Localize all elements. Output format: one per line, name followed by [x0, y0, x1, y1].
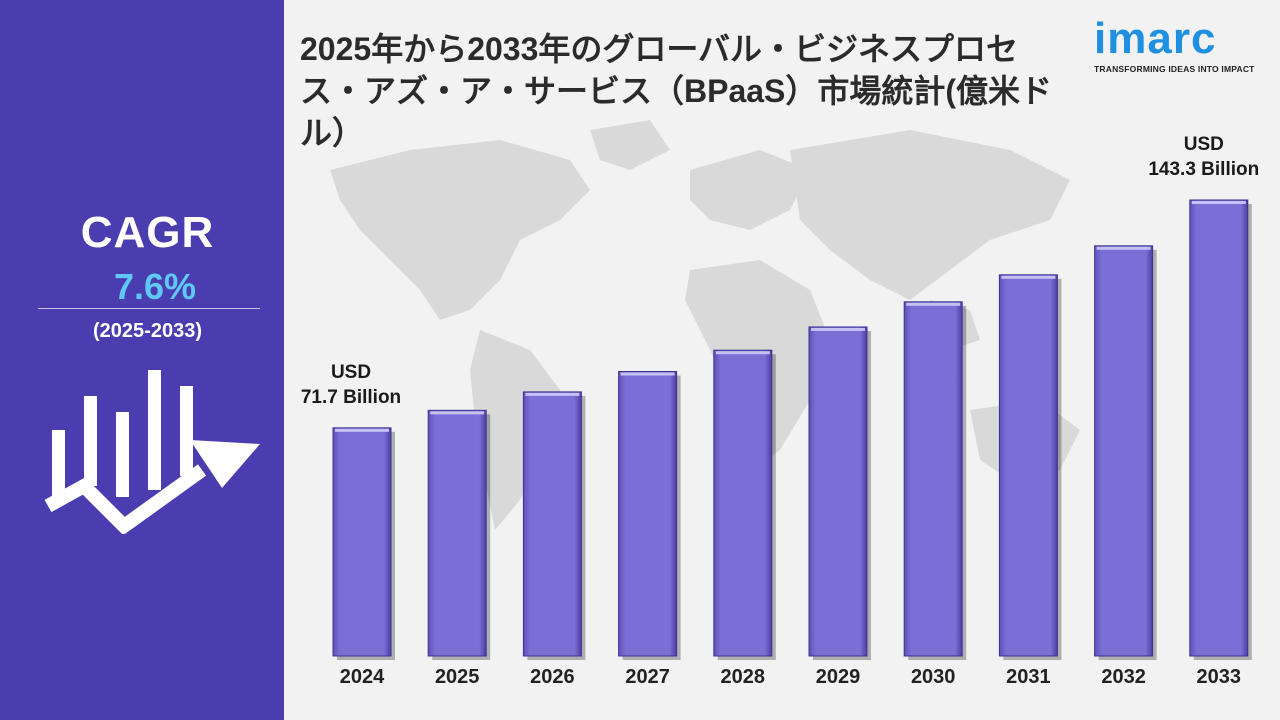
- x-tick-label-2026: 2026: [530, 666, 575, 688]
- bar-2033: [1189, 199, 1249, 657]
- bar-highlight-2033: [1191, 201, 1246, 204]
- growth-chart-icon: [44, 370, 260, 534]
- bar-2027: [618, 371, 678, 657]
- data-label-2033-line-2: 143.3 Billion: [1148, 159, 1259, 180]
- x-tick-label-2028: 2028: [721, 666, 766, 688]
- cagr-label: CAGR: [80, 208, 215, 257]
- bar-highlight-2027: [620, 372, 675, 376]
- data-label-2024-line-1: USD: [331, 362, 371, 383]
- cagr-value: 7.6%: [113, 266, 197, 307]
- bar-highlight-2030: [906, 302, 961, 306]
- data-label-2033-line-1: USD: [1184, 134, 1224, 155]
- bar-2024: [332, 427, 392, 657]
- logo-tagline: TRANSFORMING IDEAS INTO IMPACT: [1094, 64, 1255, 74]
- bar-2026: [522, 391, 582, 657]
- x-tick-label-2033: 2033: [1197, 666, 1242, 688]
- imarc-logo: imarc TRANSFORMING IDEAS INTO IMPACT: [1094, 14, 1264, 74]
- bar-highlight-2031: [1001, 275, 1056, 279]
- bar-2030: [903, 301, 963, 657]
- bar-2028: [713, 349, 773, 657]
- bar-highlight-2024: [335, 428, 389, 432]
- x-tick-label-2030: 2030: [911, 666, 956, 688]
- x-tick-label-2029: 2029: [816, 666, 861, 688]
- x-tick-label-2024: 2024: [340, 666, 385, 688]
- cagr-period: (2025-2033): [93, 320, 202, 342]
- x-tick-label-2027: 2027: [625, 666, 670, 688]
- logo-wordmark: imarc: [1094, 14, 1217, 63]
- left-panel: CAGR 7.6% (2025-2033): [0, 0, 284, 720]
- bar-highlight-2029: [811, 327, 865, 331]
- bar-highlight-2028: [715, 351, 770, 355]
- cagr-divider: [38, 308, 260, 309]
- bar-highlight-2025: [430, 411, 485, 415]
- bar-2025: [427, 409, 487, 657]
- world-map-background: [330, 120, 1080, 530]
- x-tick-label-2032: 2032: [1101, 666, 1146, 688]
- data-label-2024-line-2: 71.7 Billion: [301, 387, 401, 408]
- x-tick-label-2031: 2031: [1006, 666, 1051, 688]
- bar-highlight-2026: [525, 392, 580, 396]
- x-tick-label-2025: 2025: [435, 666, 480, 688]
- bar-2031: [998, 274, 1058, 657]
- bar-2029: [808, 326, 868, 657]
- chart-title: 2025年から2033年のグローバル・ビジネスプロセス・アズ・ア・サービス（BP…: [300, 31, 1053, 151]
- bar-2032: [1094, 245, 1154, 657]
- bar-highlight-2032: [1096, 246, 1151, 250]
